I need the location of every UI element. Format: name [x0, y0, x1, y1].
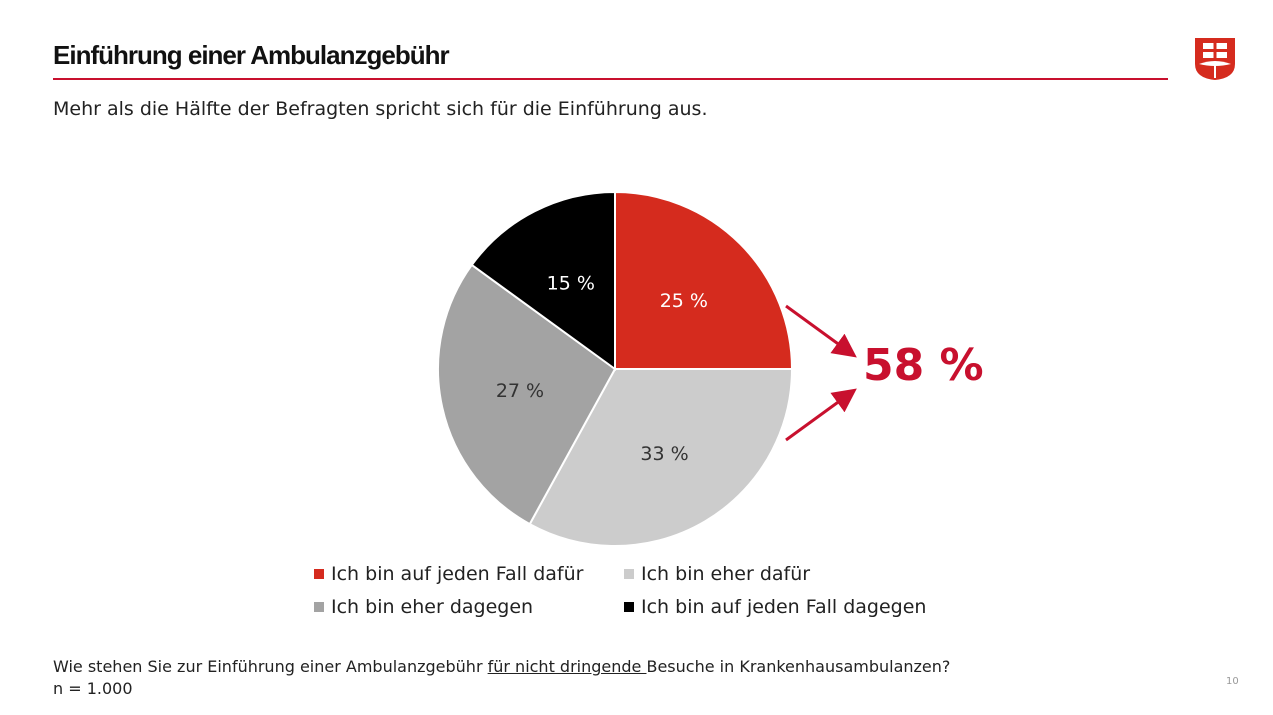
page-subtitle: Mehr als die Hälfte der Befragten sprich…	[53, 98, 708, 120]
callout-arrow-upper	[785, 304, 857, 358]
callout-arrow-lower	[785, 388, 857, 442]
survey-question: Wie stehen Sie zur Einführung einer Ambu…	[53, 657, 951, 676]
legend-swatch	[314, 569, 324, 579]
legend-item: Ich bin auf jeden Fall dagegen	[624, 596, 926, 618]
shield-logo-icon	[1195, 38, 1235, 80]
legend-item: Ich bin eher dagegen	[314, 596, 533, 618]
legend-swatch	[624, 602, 634, 612]
slice-label: 15 %	[547, 272, 595, 294]
footer-note: Wie stehen Sie zur Einführung einer Ambu…	[53, 656, 950, 700]
legend-label: Ich bin eher dagegen	[331, 596, 534, 618]
page-number: 10	[1226, 676, 1239, 687]
legend-swatch	[314, 602, 324, 612]
callout-arrows	[785, 304, 857, 442]
legend-item: Ich bin eher dafür	[624, 563, 810, 585]
page-title: Einführung einer Ambulanzgebühr	[53, 40, 450, 70]
slice-label: 25 %	[660, 290, 708, 312]
legend-item: Ich bin auf jeden Fall dafür	[314, 563, 583, 585]
legend-label: Ich bin eher dafür	[641, 563, 811, 585]
title-underline	[53, 78, 1168, 80]
pie-slice	[528, 368, 794, 547]
legend-swatch	[624, 569, 634, 579]
pie-slice	[470, 190, 616, 371]
slice-label: 33 %	[640, 443, 688, 465]
legend-label: Ich bin auf jeden Fall dafür	[331, 563, 584, 585]
slice-label: 27 %	[496, 380, 544, 402]
sample-size: n = 1.000	[53, 679, 133, 698]
pie-slice	[437, 263, 617, 526]
pie-chart: 25 % 33 % 27 % 15 %	[437, 190, 794, 547]
pie-slice	[614, 190, 794, 370]
legend-label: Ich bin auf jeden Fall dagegen	[641, 596, 927, 618]
callout-total: 58 %	[863, 340, 984, 391]
